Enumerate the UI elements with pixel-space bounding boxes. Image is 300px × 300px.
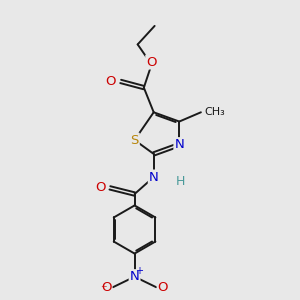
Text: ⁻: ⁻ (100, 283, 106, 296)
Text: +: + (135, 266, 142, 275)
Text: N: N (130, 270, 140, 283)
Text: H: H (176, 175, 186, 188)
Text: O: O (96, 182, 106, 194)
Text: O: O (106, 75, 116, 88)
Text: CH₃: CH₃ (204, 107, 225, 117)
Text: S: S (130, 134, 139, 146)
Text: O: O (158, 281, 168, 294)
Text: N: N (174, 138, 184, 151)
Text: N: N (149, 171, 159, 184)
Text: O: O (146, 56, 157, 68)
Text: O: O (101, 281, 111, 294)
